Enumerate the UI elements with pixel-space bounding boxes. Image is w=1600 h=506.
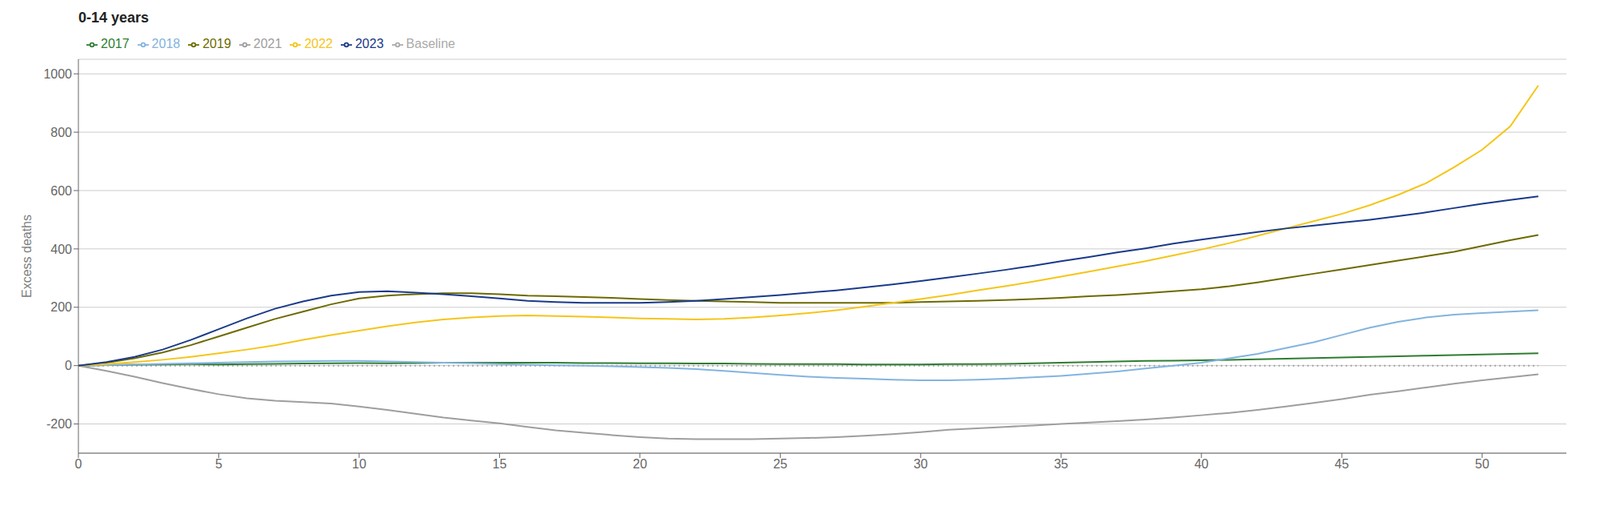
svg-text:30: 30 xyxy=(913,456,928,471)
svg-text:10: 10 xyxy=(352,456,367,471)
svg-text:40: 40 xyxy=(1194,456,1209,471)
svg-text:0: 0 xyxy=(75,456,83,471)
html-text:2022: 2022 xyxy=(304,36,333,51)
html-text:0-14 years: 0-14 years xyxy=(78,9,149,26)
html-text:2023: 2023 xyxy=(355,36,384,51)
html-text:2021: 2021 xyxy=(253,36,282,51)
svg-text:Excess deaths: Excess deaths xyxy=(20,214,34,298)
svg-text:50: 50 xyxy=(1475,456,1490,471)
svg-text:5: 5 xyxy=(215,456,223,471)
svg-text:-200: -200 xyxy=(46,416,72,431)
svg-text:1000: 1000 xyxy=(43,67,72,81)
html-text:2018: 2018 xyxy=(151,36,181,51)
html-text:2017: 2017 xyxy=(100,36,130,51)
svg-text:400: 400 xyxy=(50,242,72,256)
svg-text:200: 200 xyxy=(50,300,72,314)
svg-text:800: 800 xyxy=(50,125,72,140)
svg-text:0: 0 xyxy=(64,358,72,372)
svg-text:15: 15 xyxy=(492,456,508,471)
svg-text:25: 25 xyxy=(772,456,788,471)
html-text:2019: 2019 xyxy=(202,36,232,51)
svg-text:20: 20 xyxy=(632,456,648,471)
html-text:Baseline: Baseline xyxy=(406,36,456,51)
svg-text:35: 35 xyxy=(1053,456,1068,471)
svg-text:600: 600 xyxy=(50,184,72,198)
svg-text:45: 45 xyxy=(1334,456,1349,471)
